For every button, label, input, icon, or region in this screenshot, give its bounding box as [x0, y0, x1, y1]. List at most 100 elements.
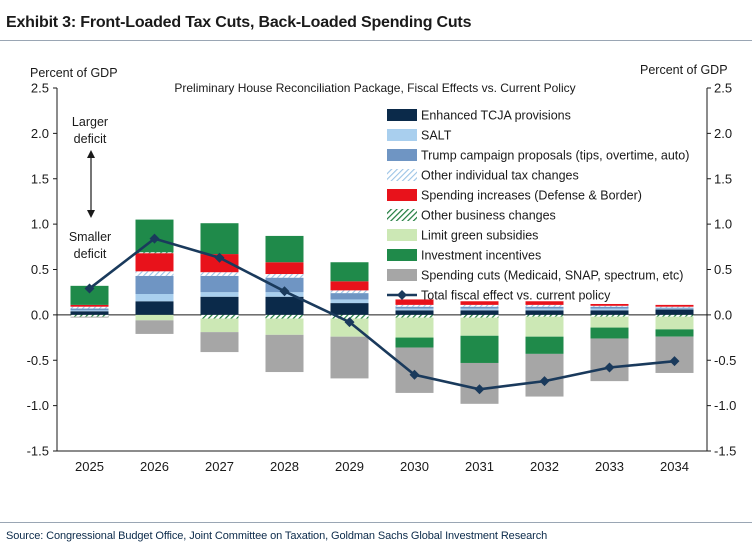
bar-segment	[655, 306, 694, 308]
legend-swatch	[387, 189, 417, 201]
x-tick-label: 2029	[335, 459, 364, 474]
bar-segment	[70, 316, 109, 318]
bar-segment	[330, 318, 369, 337]
annotation-smaller-1: Smaller	[69, 230, 111, 244]
bar-segment	[460, 317, 499, 336]
bar-segment	[265, 314, 304, 319]
bar-segment	[70, 285, 109, 305]
y-tick-label-left: 1.0	[31, 217, 49, 232]
bar-segment	[525, 314, 564, 317]
bar-segment	[655, 307, 694, 309]
bar-segment	[200, 254, 239, 273]
bar-segment	[265, 296, 304, 315]
bottom-rule	[0, 522, 752, 523]
x-tick-label: 2027	[205, 459, 234, 474]
larger-deficit-annotation: Larger deficit	[72, 115, 108, 146]
y-tick-label-right: 2.0	[714, 126, 732, 141]
y-tick-label-left: 1.5	[31, 171, 49, 186]
annotation-larger-2: deficit	[74, 132, 107, 146]
bar-segment	[525, 308, 564, 311]
top-rule	[0, 40, 752, 41]
legend-label: SALT	[421, 129, 452, 143]
bar-segment	[525, 353, 564, 397]
bar-segment	[460, 362, 499, 404]
y-tick-label-left: -1.5	[27, 444, 49, 459]
bar-segment	[460, 314, 499, 318]
bar-segment	[655, 309, 694, 315]
bar-segment	[135, 252, 174, 254]
legend-label: Other individual tax changes	[421, 169, 579, 183]
bar-segment	[265, 262, 304, 275]
bar-segment	[200, 296, 239, 315]
bar-segment	[135, 275, 174, 295]
bar-segment	[525, 336, 564, 354]
legend-label: Spending increases (Defense & Border)	[421, 189, 642, 203]
bar-segment	[460, 308, 499, 311]
y-tick-label-right: 0.5	[714, 262, 732, 277]
y-tick-label-left: -0.5	[27, 353, 49, 368]
line-marker	[214, 252, 225, 263]
x-tick-label: 2026	[140, 459, 169, 474]
bar-segment	[590, 327, 629, 339]
bar-segment	[525, 310, 564, 315]
bar-segment	[135, 294, 174, 302]
bar-segment	[135, 271, 174, 276]
bar-segment	[330, 303, 369, 315]
legend-label: Limit green subsidies	[421, 229, 538, 243]
bar-segment	[525, 304, 564, 307]
y-tick-label-right: 0.0	[714, 307, 732, 322]
y-tick-label-left: -1.0	[27, 398, 49, 413]
bar-segment	[200, 223, 239, 255]
legend-label: Spending cuts (Medicaid, SNAP, spectrum,…	[421, 269, 683, 283]
deficit-arrow	[87, 150, 95, 218]
bar-segment	[655, 329, 694, 337]
bar-segment	[200, 332, 239, 353]
y-axis-label-left: Percent of GDP	[30, 66, 118, 80]
bar-segment	[525, 301, 564, 305]
bar-segment	[135, 253, 174, 272]
bar-segment	[265, 334, 304, 373]
y-axis-label-right: Percent of GDP	[640, 63, 728, 77]
legend-swatch	[387, 109, 417, 121]
legend: Enhanced TCJA provisions SALT Trump campai…	[387, 109, 689, 303]
line-marker	[149, 233, 160, 244]
line-marker	[344, 317, 355, 328]
y-tick-label-left: 2.0	[31, 126, 49, 141]
legend-label: Total fiscal effect vs. current policy	[421, 289, 611, 303]
bar-segment	[330, 293, 369, 300]
bar-segment	[330, 262, 369, 282]
x-tick-label: 2034	[660, 459, 689, 474]
line-marker	[474, 384, 485, 395]
legend-swatch	[387, 169, 417, 181]
bar-segment	[330, 290, 369, 294]
y-tick-label-right: -1.5	[714, 444, 736, 459]
line-marker	[84, 283, 95, 294]
bar-segment	[395, 308, 434, 311]
x-tick-label: 2033	[595, 459, 624, 474]
y-tick-label-right: 2.5	[714, 81, 732, 96]
bar-segment	[395, 337, 434, 348]
line-marker	[279, 286, 290, 297]
bar-segment	[200, 318, 239, 333]
bar-segment	[200, 292, 239, 297]
bar-segment	[395, 317, 434, 338]
x-tick-label: 2028	[270, 459, 299, 474]
bar-segment	[395, 306, 434, 309]
bar-segment	[395, 310, 434, 315]
legend-swatch	[387, 249, 417, 261]
bar-segment	[525, 316, 564, 337]
bar-segment	[265, 235, 304, 263]
legend-line-marker	[397, 290, 407, 300]
bar-segment	[525, 306, 564, 309]
bar-segment	[655, 316, 694, 330]
bar-segment	[590, 308, 629, 311]
bar-segment	[330, 314, 369, 319]
y-tick-label-right: 1.0	[714, 217, 732, 232]
bar-segment	[460, 335, 499, 363]
y-tick-label-left: 0.0	[31, 307, 49, 322]
bar-segment	[395, 304, 434, 307]
bar-segment	[135, 314, 174, 321]
smaller-deficit-annotation: Smaller deficit	[69, 230, 111, 261]
bar-segment	[330, 299, 369, 304]
bar-segment	[590, 306, 629, 309]
